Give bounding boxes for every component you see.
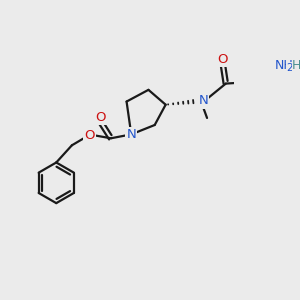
- Text: N: N: [198, 94, 208, 107]
- Polygon shape: [251, 65, 274, 82]
- Text: O: O: [95, 111, 105, 124]
- Text: NH: NH: [275, 59, 294, 72]
- Text: 2: 2: [287, 63, 293, 73]
- Text: N: N: [126, 128, 136, 141]
- Text: H: H: [292, 59, 300, 72]
- Text: O: O: [218, 53, 228, 66]
- Text: O: O: [84, 129, 94, 142]
